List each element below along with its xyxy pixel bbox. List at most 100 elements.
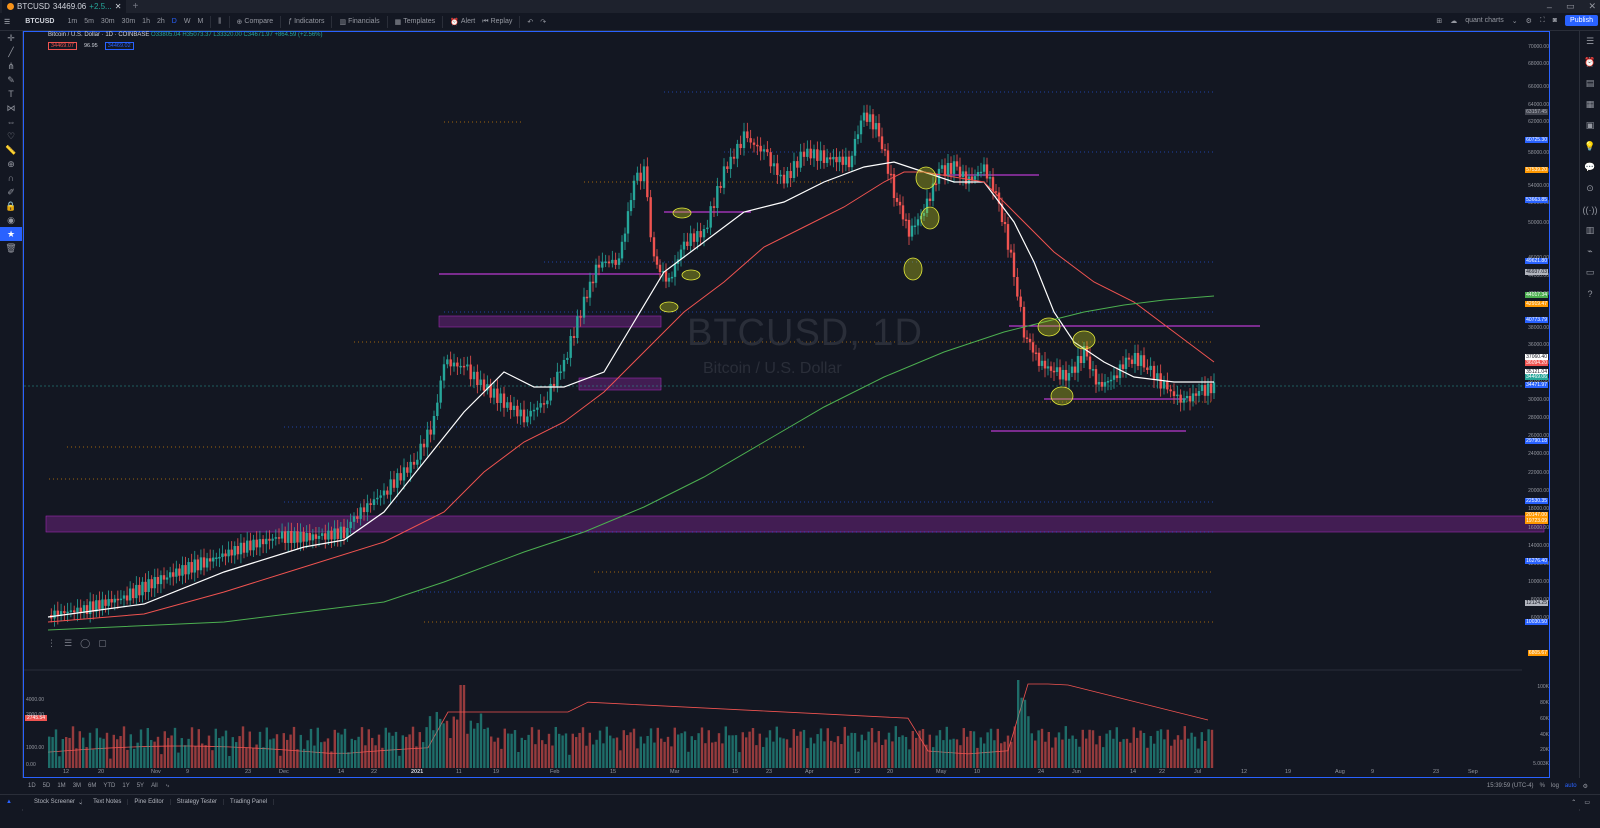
timeframe-m[interactable]: M bbox=[197, 18, 204, 25]
candle-body bbox=[967, 176, 971, 185]
maximize-button[interactable]: ▭ bbox=[1565, 1, 1575, 11]
calendar-icon[interactable]: ▣ bbox=[1585, 120, 1595, 130]
measure-icon[interactable]: ⇔ bbox=[6, 117, 16, 127]
bid-price[interactable]: 34469.07 bbox=[48, 42, 77, 50]
ruler-icon[interactable]: 📏 bbox=[5, 144, 17, 155]
camera-icon[interactable]: ◙ bbox=[1552, 17, 1558, 24]
layout-grid-icon[interactable]: ⊞ bbox=[1436, 17, 1443, 25]
layout-name[interactable]: quant charts bbox=[1465, 17, 1504, 24]
gear-icon[interactable]: ⚙ bbox=[1525, 17, 1532, 25]
percent-toggle[interactable]: % bbox=[1539, 782, 1545, 789]
zoom-icon[interactable]: ⊕ bbox=[7, 158, 15, 169]
order-panel-icon[interactable]: ▭ bbox=[1585, 267, 1595, 277]
candle-body bbox=[925, 198, 929, 214]
panel-strategy-tester[interactable]: Strategy Tester bbox=[171, 799, 225, 805]
symbol-search-button[interactable]: BTCUSD bbox=[25, 18, 55, 25]
auto-toggle[interactable]: auto bbox=[1564, 782, 1577, 789]
data-window-icon[interactable]: ▤ bbox=[1585, 78, 1595, 88]
range-button-1y[interactable]: 1Y bbox=[122, 783, 130, 789]
timeframe-5m[interactable]: 5m bbox=[84, 18, 94, 25]
goto-date-icon[interactable]: ⤷ bbox=[165, 782, 170, 789]
trash-icon[interactable]: 🗑 bbox=[5, 242, 17, 253]
pattern-icon[interactable]: ⋈ bbox=[6, 102, 16, 113]
time-axis[interactable]: 12 20 Nov 9 23 Dec 14 22 2021 11 19 Feb 15 Mar 15 23 Apr… bbox=[23, 767, 1521, 777]
panel-text-notes[interactable]: Text Notes bbox=[87, 799, 129, 805]
chevron-up-icon[interactable]: ⌃ bbox=[1571, 799, 1577, 806]
maximize-panel-icon[interactable]: ▭ bbox=[1584, 799, 1590, 806]
chevron-down-icon[interactable]: ⌄ bbox=[1511, 17, 1518, 25]
timeframe-w[interactable]: W bbox=[183, 18, 191, 25]
panel-pine-editor[interactable]: Pine Editor bbox=[128, 799, 171, 805]
timeframe-30m-a[interactable]: 30m bbox=[100, 18, 115, 25]
panel-stock-screener[interactable]: Stock Screener bbox=[28, 799, 83, 805]
price-chart[interactable] bbox=[24, 32, 1549, 777]
trend-line-icon[interactable]: ╱ bbox=[8, 46, 14, 57]
range-button-3m[interactable]: 3M bbox=[72, 783, 82, 789]
range-button-all[interactable]: All bbox=[151, 783, 158, 789]
new-tab-icon[interactable]: + bbox=[132, 1, 139, 12]
settings-icon[interactable]: ⚙ bbox=[1582, 783, 1588, 790]
alarm-icon[interactable]: ⏰ bbox=[1584, 57, 1596, 67]
notifications-icon[interactable]: ⊙ bbox=[1586, 183, 1594, 193]
replay-button[interactable]: ⏮ Replay bbox=[482, 18, 512, 26]
clock[interactable]: 15:39:59 (UTC-4) bbox=[1486, 782, 1534, 789]
compare-button[interactable]: ⊕ Compare bbox=[237, 18, 274, 26]
range-button-5d[interactable]: 5D bbox=[42, 783, 51, 789]
symbol-tab[interactable]: BTCUSD 34469.06 +2.5... ✕ bbox=[2, 0, 127, 13]
close-tab-icon[interactable]: ✕ bbox=[114, 2, 122, 11]
range-button-1m[interactable]: 1M bbox=[57, 783, 66, 789]
brush-icon[interactable]: ✎ bbox=[7, 74, 15, 85]
text-icon[interactable]: T bbox=[8, 89, 14, 99]
indicators-button[interactable]: ƒ Indicators bbox=[288, 18, 324, 25]
watchlist-icon[interactable]: ☰ bbox=[1585, 36, 1595, 46]
pitchfork-icon[interactable]: ⋔ bbox=[7, 60, 15, 71]
log-toggle[interactable]: log bbox=[1550, 782, 1559, 789]
hotlist-chart-icon[interactable]: ⌁ bbox=[1587, 246, 1593, 256]
financials-button[interactable]: ▥ Financials bbox=[339, 18, 379, 26]
streams-icon[interactable]: ((·)) bbox=[1582, 204, 1598, 215]
publish-button[interactable]: Publish bbox=[1565, 15, 1598, 26]
rectangle-icon[interactable]: ▢ bbox=[98, 638, 107, 648]
menu-icon[interactable]: ☰ bbox=[4, 18, 11, 26]
stay-drawing-icon[interactable]: ✐ bbox=[7, 186, 15, 197]
timeframe-30m-b[interactable]: 30m bbox=[121, 18, 136, 25]
timeframe-2h[interactable]: 2h bbox=[156, 18, 165, 25]
panel-trading-panel[interactable]: Trading Panel bbox=[224, 799, 275, 805]
ideas-icon[interactable]: 💡 bbox=[1584, 141, 1596, 151]
lock-icon[interactable]: 🔒 bbox=[5, 200, 17, 211]
favorites-icon[interactable]: ★ bbox=[0, 227, 22, 241]
candle-body bbox=[1203, 385, 1207, 396]
chart-pane[interactable] bbox=[23, 31, 1550, 778]
hotlists-icon[interactable]: ▦ bbox=[1585, 99, 1595, 109]
redo-icon[interactable]: ↷ bbox=[540, 18, 547, 26]
chart-type-button[interactable]: ⫼ bbox=[218, 17, 222, 25]
templates-button[interactable]: ▦ Templates bbox=[395, 18, 436, 26]
icons-tool-icon[interactable]: ♡ bbox=[6, 130, 16, 141]
help-icon[interactable]: ? bbox=[1587, 288, 1593, 299]
volume-bar bbox=[592, 744, 595, 768]
fullscreen-icon[interactable]: ⛶ bbox=[1539, 16, 1545, 24]
alert-button[interactable]: ⏰ Alert bbox=[450, 18, 475, 26]
chat-icon[interactable]: 💬 bbox=[1584, 162, 1596, 172]
price-axis[interactable]: 70000.00 68000.00 66000.00 64000.00 62000.00… bbox=[1522, 31, 1549, 776]
ask-price[interactable]: 34469.02 bbox=[104, 42, 134, 50]
drag-handle-icon[interactable]: ⋮ bbox=[47, 638, 56, 648]
crosshair-icon[interactable]: ✛ bbox=[7, 32, 15, 43]
minimize-button[interactable]: – bbox=[1546, 1, 1552, 12]
timeframe-1m[interactable]: 1m bbox=[67, 18, 78, 25]
close-window-button[interactable]: ✕ bbox=[1588, 1, 1596, 11]
range-button-5y[interactable]: 5Y bbox=[136, 783, 145, 789]
range-button-1d[interactable]: 1D bbox=[28, 783, 36, 789]
calendar2-icon[interactable]: ▥ bbox=[1585, 225, 1595, 235]
range-button-6m[interactable]: 6M bbox=[88, 783, 97, 789]
ellipse-icon[interactable]: ◯ bbox=[80, 638, 91, 648]
timeframe-1h[interactable]: 1h bbox=[142, 18, 150, 25]
undo-icon[interactable]: ↶ bbox=[527, 18, 534, 26]
chevron-down-icon[interactable]: ⌄ bbox=[78, 799, 84, 806]
magnet-icon[interactable]: ∩ bbox=[7, 173, 15, 183]
timeframe-d[interactable]: D bbox=[171, 18, 177, 25]
lines-icon[interactable]: ☰ bbox=[64, 638, 73, 648]
eye-icon[interactable]: ◉ bbox=[7, 214, 15, 225]
candle-body bbox=[812, 149, 816, 159]
range-button-ytd[interactable]: YTD bbox=[103, 783, 116, 789]
